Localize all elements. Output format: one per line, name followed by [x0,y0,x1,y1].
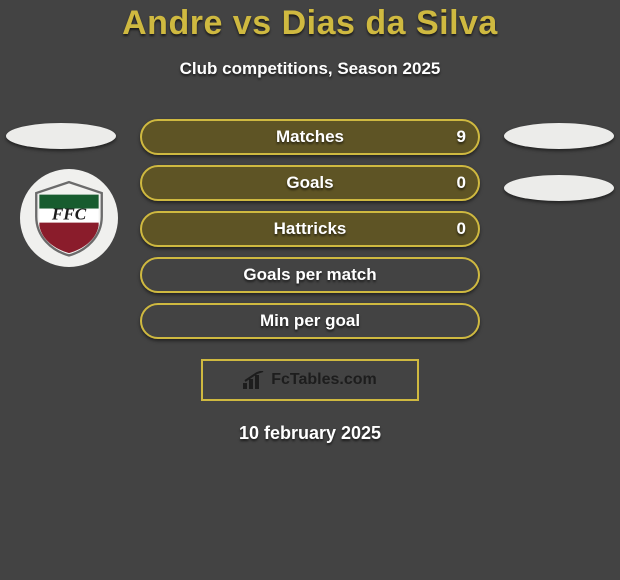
site-attribution: FcTables.com [201,359,419,401]
stat-label: Min per goal [142,305,478,337]
stat-label: Matches [142,121,478,153]
stat-value-right: 0 [457,167,466,199]
stat-row: Matches9 [0,119,620,165]
stat-value-right: 9 [457,121,466,153]
stat-bar: Hattricks0 [140,211,480,247]
stat-row: Goals0 [0,165,620,211]
stat-bar: Min per goal [140,303,480,339]
stat-rows: Matches9Goals0Hattricks0Goals per matchM… [0,119,620,349]
stat-label: Goals per match [142,259,478,291]
stat-row: Min per goal [0,303,620,349]
stat-row: Hattricks0 [0,211,620,257]
page-title: Andre vs Dias da Silva [0,4,620,43]
stat-label: Hattricks [142,213,478,245]
subtitle: Club competitions, Season 2025 [0,59,620,79]
stat-row: Goals per match [0,257,620,303]
site-chart-icon [243,371,265,389]
stat-bar: Goals0 [140,165,480,201]
stat-label: Goals [142,167,478,199]
stats-area: FFC Matches9Goals0Hattricks0Goals per ma… [0,119,620,349]
comparison-card: Andre vs Dias da Silva Club competitions… [0,0,620,580]
stat-value-right: 0 [457,213,466,245]
stat-bar: Matches9 [140,119,480,155]
site-name: FcTables.com [271,371,377,389]
stat-bar: Goals per match [140,257,480,293]
date-label: 10 february 2025 [0,423,620,444]
